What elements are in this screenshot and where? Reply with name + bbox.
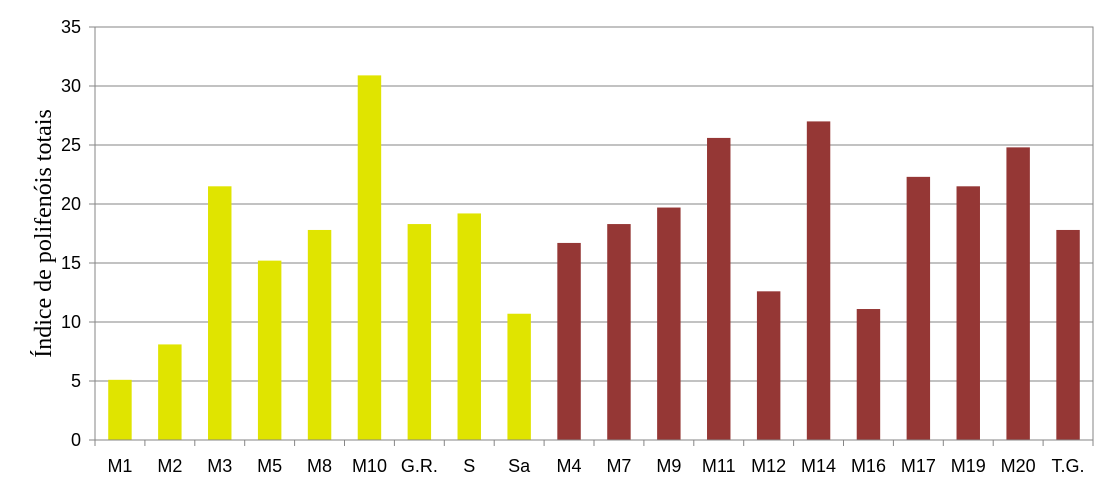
x-axis-ticks: M1 M2 M3 M5 M8 M10 G.R. S Sa M4 M7 M9 M11 M12 M14 M16 M1…	[94, 440, 1094, 476]
bar-T.G.	[1056, 229, 1080, 440]
x-tick-label: M16	[851, 456, 886, 476]
y-axis-ticks: 0 5 10 15 20 25 30 35	[61, 17, 95, 450]
x-tick-label: M14	[801, 456, 836, 476]
x-tick-label: M7	[606, 456, 631, 476]
bar-M16	[856, 309, 881, 440]
gridlines	[95, 26, 1093, 382]
bar-M9	[657, 207, 681, 440]
bar-M1	[108, 379, 132, 440]
x-tick-label: M8	[307, 456, 332, 476]
bar-S	[457, 213, 481, 440]
x-tick-label: M17	[901, 456, 936, 476]
y-tick-label: 10	[61, 312, 81, 332]
bar-M4	[557, 242, 581, 440]
bar-M14	[806, 121, 831, 441]
bar-M8	[307, 229, 332, 440]
bar-M12	[756, 291, 781, 440]
bar-M5	[257, 260, 282, 440]
x-tick-label: M12	[751, 456, 786, 476]
x-tick-label: M1	[107, 456, 132, 476]
x-tick-label: M11	[702, 456, 736, 476]
bar-M17	[906, 176, 931, 441]
bar-M20	[1006, 147, 1030, 441]
x-tick-label: T.G.	[1052, 456, 1085, 476]
bar-G.R.	[407, 224, 432, 440]
x-tick-label: M3	[207, 456, 232, 476]
bar-Sa	[507, 313, 531, 440]
bars	[108, 75, 1080, 441]
y-tick-label: 25	[61, 135, 81, 155]
x-tick-label: M10	[352, 456, 387, 476]
x-tick-label: M5	[257, 456, 282, 476]
x-tick-label: Sa	[508, 456, 531, 476]
y-axis-title: Índice de polifenóis totais	[31, 109, 57, 358]
x-tick-label: M20	[1001, 456, 1036, 476]
bar-M19	[956, 186, 980, 440]
x-tick-label: M9	[656, 456, 681, 476]
bar-M2	[158, 344, 182, 440]
bar-M3	[208, 186, 232, 440]
x-tick-label: M2	[157, 456, 182, 476]
bar-M10	[357, 75, 382, 440]
x-tick-label: M4	[557, 456, 582, 476]
x-tick-label: S	[463, 456, 475, 476]
bar-M11	[707, 137, 731, 441]
y-tick-label: 5	[71, 371, 81, 391]
plot-area	[94, 26, 1094, 441]
y-tick-label: 15	[61, 253, 81, 273]
x-tick-label: M19	[951, 456, 986, 476]
x-tick-label: G.R.	[401, 456, 438, 476]
y-tick-label: 30	[61, 76, 81, 96]
y-tick-label: 35	[61, 17, 81, 37]
y-tick-label: 0	[71, 430, 81, 450]
bar-M7	[607, 224, 631, 440]
y-tick-label: 20	[61, 194, 81, 214]
